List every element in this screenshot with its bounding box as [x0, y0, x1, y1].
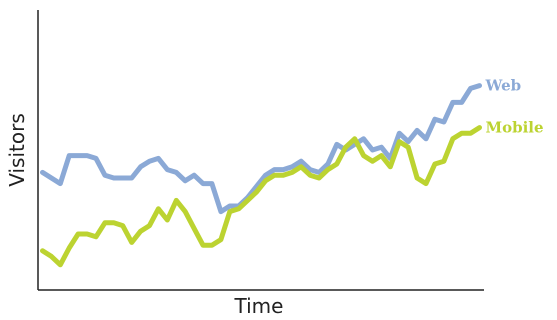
y-axis-label: Visitors — [5, 113, 29, 187]
x-axis-label: Time — [234, 294, 284, 318]
series-label-mobile: Mobile — [486, 119, 544, 137]
series-line-web — [40, 83, 482, 215]
series-layer: Web Mobile — [40, 77, 544, 268]
series-line-mobile — [40, 125, 482, 268]
series-label-web: Web — [485, 77, 522, 95]
